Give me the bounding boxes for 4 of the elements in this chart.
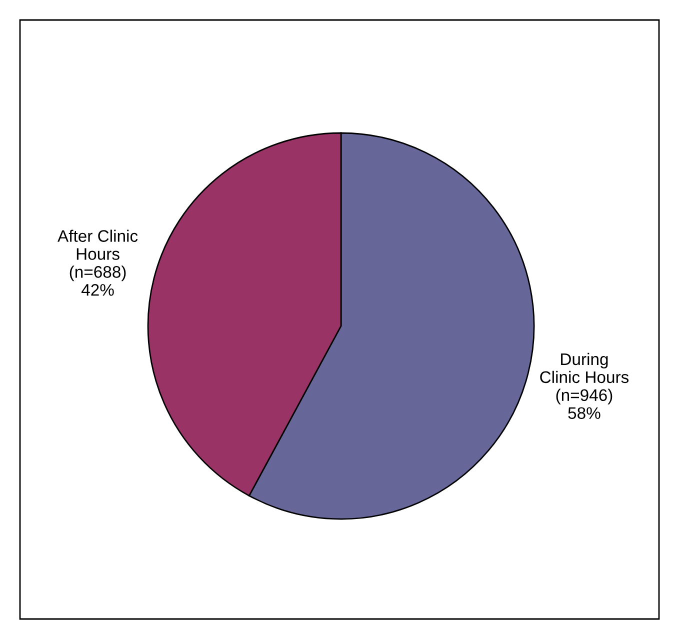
- slice-label: During Clinic Hours: [540, 352, 629, 384]
- data-label: (n=688) 42%: [70, 266, 126, 296]
- data-label: (n=946) 58%: [556, 388, 612, 419]
- slice-label: After Clinic Hours: [58, 230, 138, 260]
